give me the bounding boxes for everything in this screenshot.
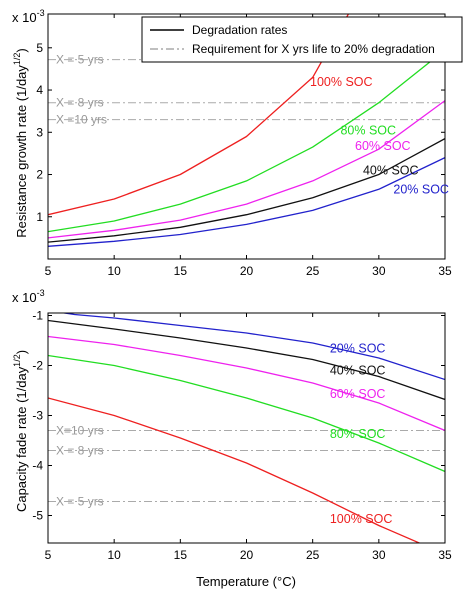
- capacity-panel: 5 10 15 20 25 30 35 -1 -2 -3 -4 -5 X=10 yrs X = 8 yr…: [12, 288, 452, 589]
- series-label-100-soc: 100% SOC: [310, 75, 373, 89]
- series-line-60-soc: [48, 335, 445, 432]
- y-tick-label: -3: [32, 409, 43, 423]
- series-line-20-soc: [48, 157, 445, 247]
- series-line-100-soc: [48, 397, 421, 543]
- series-label-20-soc: 20% SOC: [330, 342, 386, 356]
- requirement-label: X=10 yrs: [56, 424, 104, 438]
- series-line-80-soc: [48, 354, 445, 473]
- resistance-panel: 5 10 15 20 25 30 35 1 2 3 4 5 X = 5 yrs X = 8 yrs X =…: [12, 8, 463, 278]
- y-tick-label: 1: [36, 210, 43, 224]
- x-axis-label: Temperature (°C): [196, 574, 296, 589]
- y-tick-label: -4: [32, 459, 43, 473]
- requirement-label: X =10 yrs: [56, 113, 107, 127]
- y-axis-label: Resistance growth rate (1/day1/2): [12, 48, 29, 238]
- series-line-20-soc: [60, 313, 445, 381]
- legend-item-degradation: Degradation rates: [192, 23, 287, 37]
- series-line-100-soc: [48, 14, 349, 216]
- y-tick-label: 2: [36, 168, 43, 182]
- series-line-40-soc: [48, 138, 445, 243]
- series-line-80-soc: [48, 49, 445, 233]
- y-tick-label: -1: [32, 309, 43, 323]
- y-tick-label: -5: [32, 509, 43, 523]
- series-line-40-soc: [48, 319, 445, 401]
- requirement-label: X = 8 yrs: [56, 96, 104, 110]
- x-tick-label: 15: [174, 548, 188, 562]
- requirement-label: X = 5 yrs: [56, 53, 104, 67]
- x-tick-label: 25: [306, 264, 320, 278]
- y-tick-label: 3: [36, 125, 43, 139]
- series-label-60-soc: 60% SOC: [330, 387, 386, 401]
- x-tick-label: 35: [438, 548, 452, 562]
- x-tick-label: 5: [45, 548, 52, 562]
- y-tick-label: -2: [32, 359, 43, 373]
- series-line-60-soc: [48, 100, 445, 239]
- x-tick-label: 5: [45, 264, 52, 278]
- y-tick-label: 5: [36, 41, 43, 55]
- scale-multiplier: x 10-3: [12, 288, 45, 305]
- series-label-20-soc: 20% SOC: [393, 183, 449, 197]
- x-tick-label: 15: [174, 264, 188, 278]
- x-tick-label: 10: [107, 548, 121, 562]
- y-tick-label: 4: [36, 83, 43, 97]
- series-label-40-soc: 40% SOC: [330, 364, 386, 378]
- series-label-60-soc: 60% SOC: [355, 139, 411, 153]
- x-tick-label: 25: [306, 548, 320, 562]
- x-tick-label: 10: [107, 264, 121, 278]
- x-tick-label: 20: [240, 264, 254, 278]
- x-tick-label: 30: [372, 548, 386, 562]
- x-tick-label: 35: [438, 264, 452, 278]
- series-label-80-soc: 80% SOC: [330, 427, 386, 441]
- requirement-label: X = 8 yrs: [56, 444, 104, 458]
- series-label-100-soc: 100% SOC: [330, 512, 393, 526]
- series-label-40-soc: 40% SOC: [363, 164, 419, 178]
- y-axis-label: Capacity fade rate (1/day1/2): [12, 350, 29, 512]
- legend-item-requirement: Requirement for X yrs life to 20% degrad…: [192, 42, 435, 56]
- series-label-80-soc: 80% SOC: [340, 123, 396, 137]
- legend-box: [141, 16, 463, 63]
- legend: Degradation rates Requirement for X yrs …: [141, 16, 463, 63]
- requirement-label: X = 5 yrs: [56, 495, 104, 509]
- x-tick-label: 30: [372, 264, 386, 278]
- x-tick-label: 20: [240, 548, 254, 562]
- scale-multiplier: x 10-3: [12, 8, 45, 25]
